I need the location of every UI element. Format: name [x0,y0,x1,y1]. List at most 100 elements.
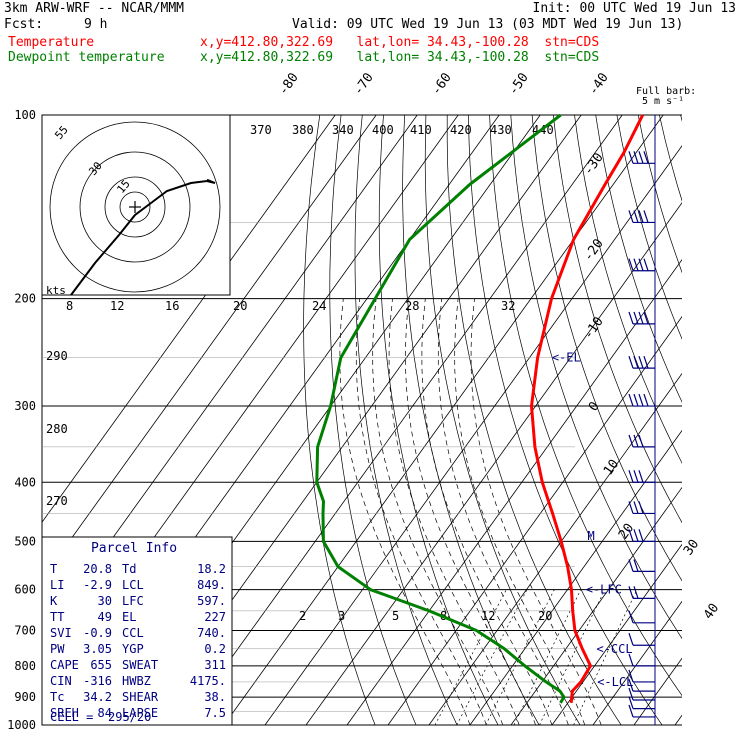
moist-adiabat [454,298,586,725]
theta-label: 380 [292,123,314,137]
dry-adiabat [659,115,682,202]
isotherm-label-right: 40 [701,601,722,622]
parcel-key: LAPSE [122,706,158,720]
parcel-value: 311 [204,658,226,672]
valid-time: Valid: 09 UTC Wed 19 Jun 13 (03 MDT Wed … [292,17,684,32]
wind-barb-flag [628,653,634,667]
parcel-key: SWEAT [122,658,158,672]
isotherm-line [223,115,664,725]
barb-legend-line1: Full barb: [636,86,696,97]
hodograph-ring [79,151,191,263]
moist-adiabat [339,298,471,725]
barb-legend-line2: 5 m s⁻¹ [642,96,684,107]
parcel-value: 227 [204,610,226,624]
wind-barb-flag [638,470,644,483]
dry-adiabat [424,115,581,725]
pressure-label-300: 300 [14,399,36,413]
forecast-label: Fcst: [4,17,44,32]
parcel-value: 655 [90,658,112,672]
wind-barb-flag [628,687,634,701]
parcel-cell-label: CELL = [50,710,93,724]
wind-barb-flag [638,311,644,325]
parcel-value: 4175. [190,674,226,688]
pressure-label-1000: 1000 [7,718,36,732]
moist-adiabat [405,298,536,725]
dry-adiabat [574,115,682,464]
wind-barb-flag [628,704,634,718]
wind-barb-flag [643,393,649,407]
parcel-key: SVI [50,626,72,640]
parcel-key: Td [122,562,136,576]
legend-temperature-name: Temperature [8,35,95,50]
isotherm-line [182,115,623,725]
isotherm-label-right: 10 [601,457,622,478]
wind-barb-flag [628,669,634,683]
wind-barb-flag [638,151,644,164]
isotherm-line [346,259,682,725]
wind-barb-flag [628,311,634,325]
parcel-value: -316 [83,674,112,688]
isotherm-line [42,115,336,523]
wind-barb-flag [643,355,649,369]
hodograph-ring [119,191,151,223]
wind-barb-flag [638,501,644,514]
isotherm-line [428,372,682,725]
mixing-ratio-label: 2 [299,609,306,623]
wind-barb-flag [628,559,634,572]
dry-adiabat [402,115,540,725]
dewpoint-trace [315,113,566,704]
parcel-cell-value: 295/20 [108,710,151,724]
sounding-traces [315,113,645,704]
wind-barb-flag [638,393,644,407]
parcel-key: SHEAR [122,690,159,704]
hodograph-speed-label: 12 [110,299,124,313]
parcel-key: HWBZ [122,674,151,688]
theta-label: 340 [332,123,354,137]
level-marker: M [587,529,594,543]
pressure-label-100: 100 [14,108,36,122]
wind-barb-flag [633,559,639,572]
parcel-key: PW [50,642,65,656]
isotherm-line [387,315,682,725]
forecast-hour: 9 h [84,17,108,32]
wind-barb-flag [643,258,649,271]
wind-barb-flag [628,210,634,223]
hodograph-ring [49,121,221,293]
theta-label: 400 [372,123,394,137]
isotherm-label-right: -30 [581,150,607,178]
wind-barb-flag [633,210,639,223]
wind-barb-flag [633,501,639,514]
parcel-value: 3.05 [83,642,112,656]
parcel-value: 49 [98,610,112,624]
wind-barb-flag [643,311,649,325]
wind-barb-flag [633,393,639,407]
pressure-label-400: 400 [14,475,36,489]
dry-adiabat [468,115,663,725]
parcel-value: -0.9 [83,626,112,640]
isotherm-label-top: -70 [351,70,377,98]
level-markers: <-EL M <-LFC <-CCL <-LCL [552,351,633,689]
hodograph-speed-axis-label: kts [46,284,66,297]
wind-barb-flag [628,696,634,709]
wind-barbs [628,115,656,725]
moist-adiabat [437,298,569,725]
isotherm-label-top: -50 [506,70,532,98]
parcel-key: LI [50,578,64,592]
dry-adiabat [510,115,682,640]
hodograph-speed-label: 16 [165,299,179,313]
wind-barb-flag [628,678,634,692]
wind-barb-flag [638,210,644,223]
moist-adiabat [421,298,553,725]
mixing-ratio-label: 12 [481,609,495,623]
isotherm-label-top: -60 [429,70,455,98]
level-marker: <-EL [552,351,581,365]
parcel-key: LCL [122,578,144,592]
hodograph-speed-label: 32 [501,299,515,313]
wind-barb-flag [628,393,634,407]
mixing-ratio-label: 20 [538,609,552,623]
theta-label-left: 280 [46,422,68,436]
wind-barb-flag [633,586,639,599]
dry-adiabat [595,115,682,403]
wind-barb-flag [628,434,634,448]
